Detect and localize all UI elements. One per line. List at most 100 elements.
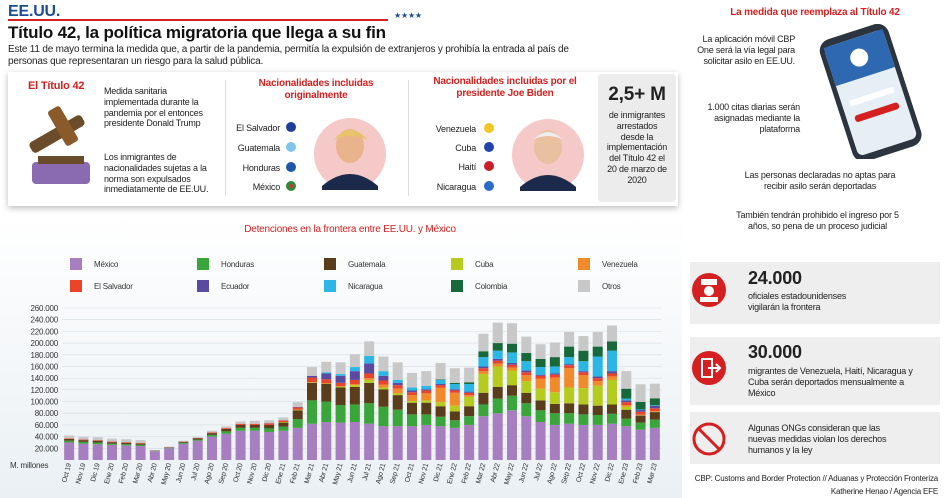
bar-segment [278,422,289,427]
bar-segment [192,438,203,440]
bar-segment [364,382,375,404]
bar-segment [135,440,146,444]
bar-segment [378,371,389,376]
bar-segment [464,382,475,384]
x-tick-label: Dic 20 [261,462,273,482]
bar-segment [235,427,246,431]
bar-segment [592,385,603,406]
bar-segment [407,414,417,427]
bar-segment [549,374,560,378]
bar-segment [121,442,132,443]
bar-segment [421,371,432,386]
bar-segment [78,440,89,442]
x-tick-label: Ene 20 [104,462,116,484]
bar-segment [64,442,75,460]
x-tick-label: Ene 23 [618,462,630,484]
bar-segment [449,390,460,393]
bar-segment [92,440,103,443]
bar-segment [649,405,660,409]
stars: ★★★★ [394,11,422,20]
bar-segment [435,379,446,380]
bar-segment [378,406,389,427]
legend-label: México [94,260,119,269]
title: Título 42, la política migratoria que ll… [8,23,386,42]
bar-segment [292,407,303,410]
legend-swatch [70,280,82,292]
x-tick-label: Nov 20 [247,462,259,484]
legend-label: El Salvador [94,282,133,291]
bar-segment [449,405,460,412]
title42-text: Los inmigrantes de nacionalidades sujeta… [104,152,209,195]
bar-segment [549,366,560,374]
bar-segment [649,412,660,420]
flags-photo [484,119,584,191]
bar-segment [321,379,332,384]
bar-segment [549,377,560,393]
bar-segment [407,372,417,388]
bar-segment [407,426,417,460]
x-tick-label: Jun 21 [347,462,359,483]
bar-segment [478,368,489,372]
x-tick-label: Nov 19 [75,462,87,484]
country: Guatemala [237,143,280,153]
bar-segment [607,371,617,374]
biden-heading: Nacionalidades incluidas por el presiden… [433,76,577,99]
y-axis-label: M. millones [10,461,48,470]
bar-segment [449,384,460,390]
replacement-item: 1.000 citas diarias serán asignadas medi… [707,102,800,134]
bar-segment [307,367,317,376]
x-tick-label: Sep 21 [389,462,401,484]
bar-segment [178,442,189,444]
legend-label: Ecuador [221,282,250,291]
bar-segment [478,371,489,375]
bar-segment [64,435,75,439]
bar-segment [307,377,317,383]
x-tick-label: Abr 22 [490,462,502,483]
x-tick-label: Jul 21 [362,462,373,481]
bar-segment [107,442,117,444]
x-tick-label: Dic 19 [90,462,102,482]
bar-segment [435,416,446,427]
bar-segment [407,392,417,396]
bar-segment [392,382,403,386]
bar-segment [335,387,346,406]
bar-segment [464,424,475,460]
bar-segment [407,402,417,415]
bar-segment [364,363,375,374]
bar-segment [292,409,303,411]
x-tick-label: May 22 [504,462,516,485]
y-tick-label: 160.000 [30,362,58,371]
country: Venezuela [435,124,476,134]
bar-segment [449,420,460,428]
bar-segment [221,433,232,460]
bar-segment [621,388,632,399]
bar-segment [478,374,489,393]
bar-segment [378,356,389,372]
bar-segment [492,350,503,359]
legend-swatch [451,258,463,270]
y-tick-label: 260.000 [30,304,58,313]
bar-segment [221,426,232,429]
section-label: EE.UU. [8,3,61,20]
x-tick-label: Feb 21 [290,462,302,484]
bar-segment [635,429,646,460]
bar-segment [364,355,375,364]
bar-segment [592,378,603,382]
legend-swatch [324,280,336,292]
bar-segment [135,444,146,446]
bar-segment [607,350,617,372]
bar-segment [635,422,646,430]
bar-segment [464,367,475,383]
bar-segment [249,423,260,425]
bar-segment [249,420,260,424]
bar-segment [464,396,475,407]
bar-segment [449,389,460,391]
bar-segment [449,427,460,460]
x-tick-label: Ago 22 [547,462,559,484]
bar-segment [364,403,375,424]
bar-segment [535,374,546,376]
bar-segment [264,420,275,424]
bar-segment [178,440,189,442]
bar-segment [607,423,617,460]
bar-segment [435,379,446,384]
